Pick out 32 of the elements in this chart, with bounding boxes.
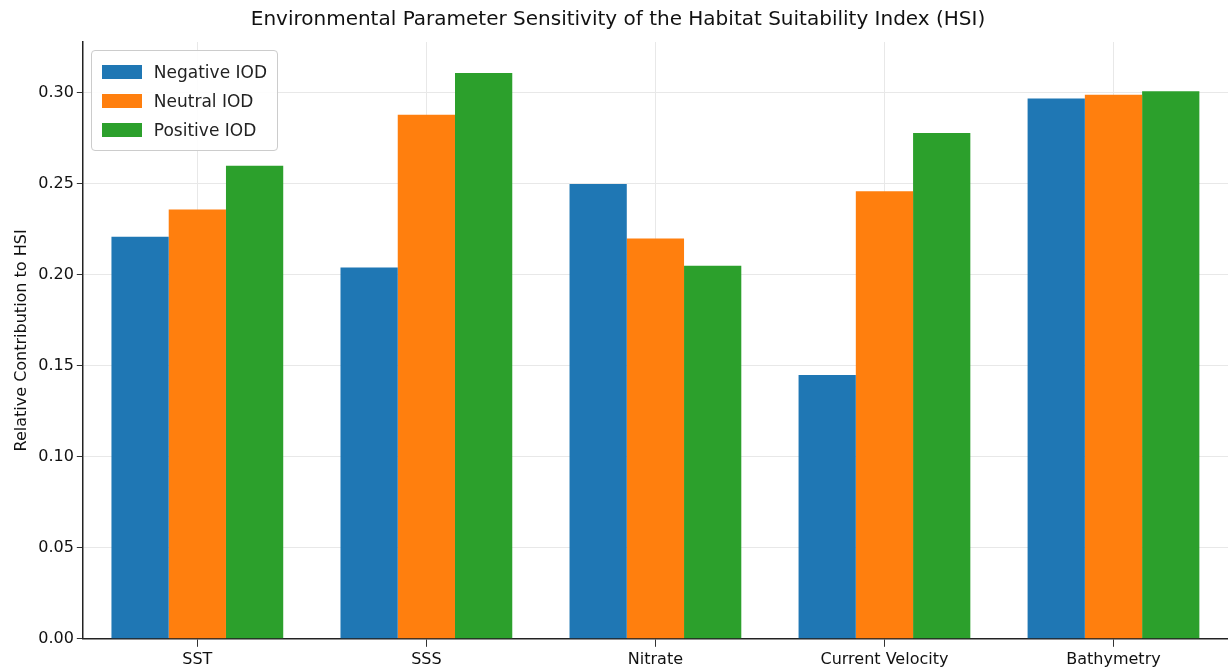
bar <box>626 238 685 639</box>
bar <box>455 72 513 639</box>
x-tick-label: Nitrate <box>627 648 684 668</box>
bar <box>913 132 971 639</box>
bar <box>855 191 914 639</box>
legend-label: Positive IOD <box>153 119 257 140</box>
y-tick-label: 0.10 <box>38 446 74 466</box>
y-tick-label: 0.30 <box>38 82 74 102</box>
bar <box>1084 94 1143 639</box>
y-tick-label: 0.25 <box>38 173 74 193</box>
x-tick-label: Bathymetry <box>1066 648 1161 668</box>
bar <box>684 265 742 639</box>
x-tick-label: Current Velocity <box>820 648 949 668</box>
y-tick-label: 0.05 <box>38 536 74 556</box>
y-axis-title: Relative Contribution to HSI <box>10 229 30 452</box>
bar <box>397 114 456 639</box>
legend-label: Neutral IOD <box>153 90 254 111</box>
bar <box>1142 91 1200 639</box>
bar <box>168 209 226 639</box>
bar <box>225 165 284 639</box>
x-tick-label: SSS <box>411 648 442 668</box>
bar <box>569 183 627 639</box>
legend-label: Negative IOD <box>153 61 267 82</box>
y-tick-label: 0.15 <box>38 355 74 375</box>
bar <box>798 374 856 639</box>
bar <box>111 236 169 639</box>
chart-title: Environmental Parameter Sensitivity of the Habitat Suitability Index (HSI) <box>250 6 986 31</box>
y-tick-label: 0.00 <box>38 627 74 647</box>
bar <box>340 267 398 639</box>
y-tick-label: 0.20 <box>38 264 74 284</box>
bar <box>1027 98 1085 639</box>
x-tick-label: SST <box>182 648 213 668</box>
